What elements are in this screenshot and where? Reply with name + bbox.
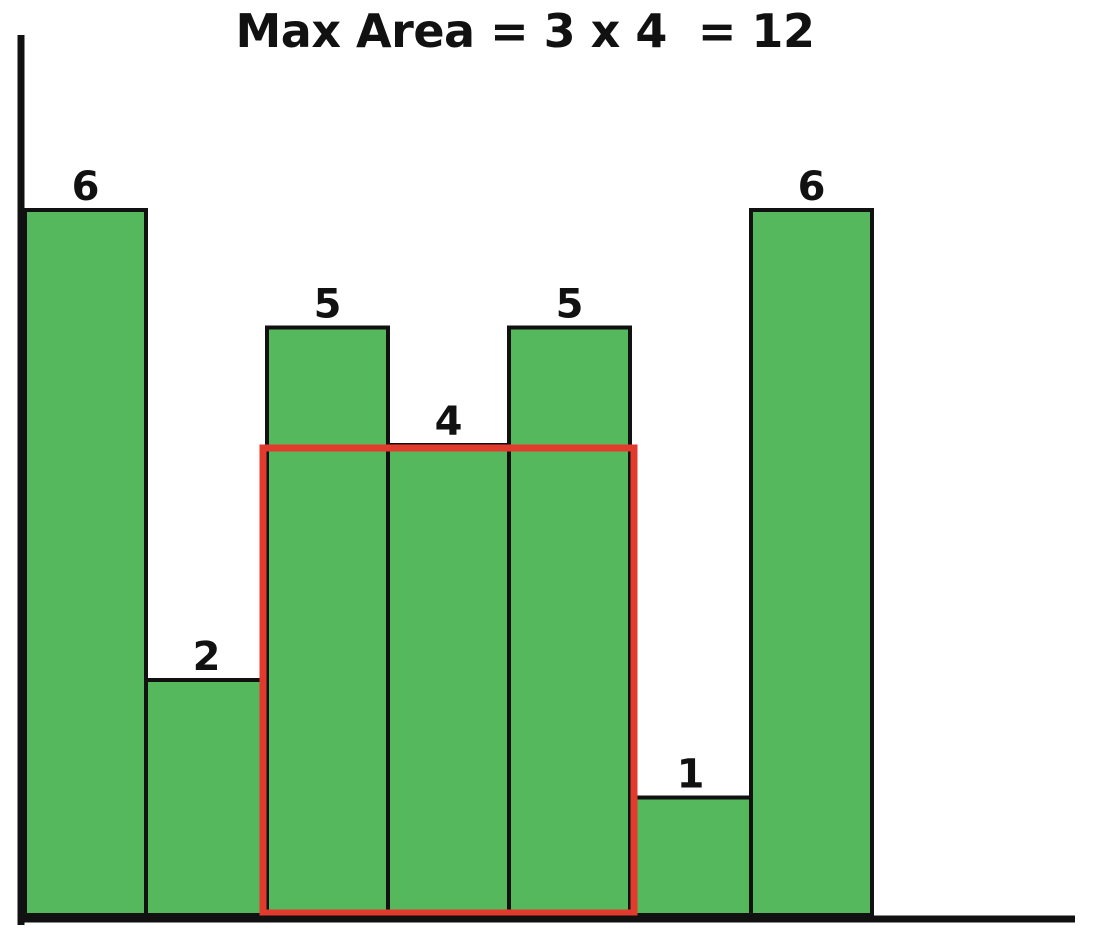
bar-value-label-3: 5 — [314, 282, 342, 328]
max-area-highlight — [259, 444, 638, 917]
bar-6 — [628, 795, 753, 917]
chart-title: Max Area = 3 x 4 = 12 — [235, 4, 815, 58]
bar-value-label-6: 1 — [677, 752, 705, 798]
bar-3 — [265, 325, 390, 917]
bar-7 — [749, 208, 874, 917]
bar-value-label-7: 6 — [798, 164, 826, 210]
bar-value-label-4: 4 — [435, 399, 463, 445]
bar-4 — [386, 443, 511, 917]
bars-group — [23, 208, 874, 917]
bar-value-label-5: 5 — [556, 282, 584, 328]
highlight-layer — [259, 444, 638, 917]
bar-labels-group: 6 2 5 4 5 1 6 — [72, 164, 826, 798]
bar-value-label-1: 6 — [72, 164, 100, 210]
bar-value-label-2: 2 — [193, 634, 221, 680]
bar-1 — [23, 208, 148, 917]
bar-2 — [144, 678, 269, 917]
bar-5 — [507, 325, 632, 917]
